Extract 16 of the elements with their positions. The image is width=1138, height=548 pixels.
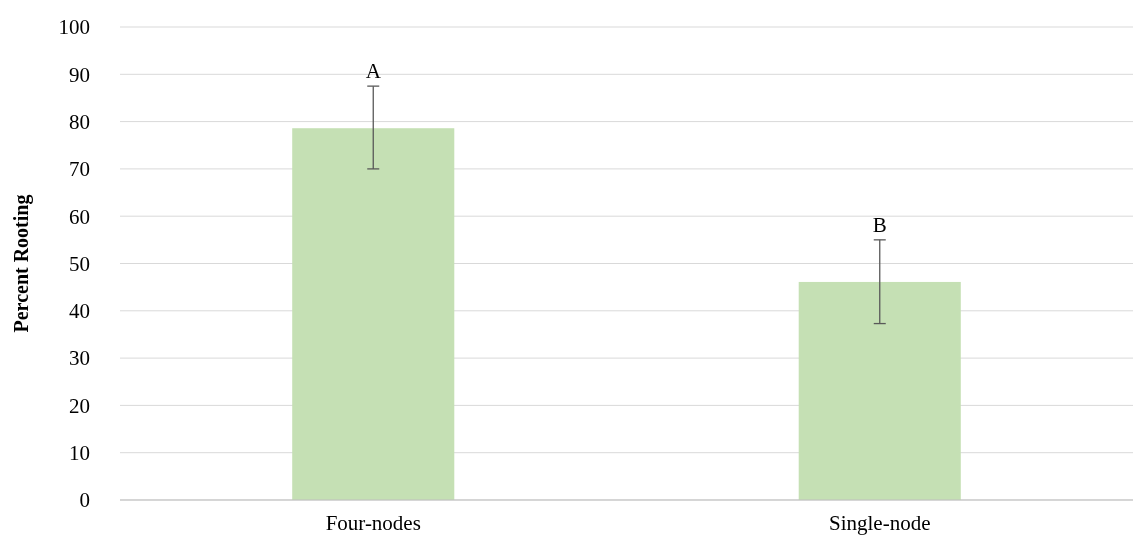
y-tick-label: 0 — [79, 488, 90, 513]
y-tick-label: 80 — [69, 109, 90, 134]
y-tick-label: 60 — [69, 204, 90, 229]
y-axis-title: Percent Rooting — [10, 194, 33, 333]
annotation: A — [365, 59, 382, 84]
y-tick-label: 30 — [69, 346, 90, 371]
x-tick-label: Four-nodes — [325, 511, 421, 535]
x-tick-label: Single-node — [829, 511, 931, 535]
y-tick-label: 90 — [69, 62, 90, 87]
y-tick-label: 100 — [58, 15, 90, 40]
y-tick-label: 50 — [69, 251, 90, 276]
y-tick-label: 40 — [69, 299, 90, 324]
annotation: B — [872, 212, 887, 237]
y-tick-label: 10 — [69, 441, 90, 466]
y-tick-label: 70 — [69, 157, 90, 182]
y-tick-label: 20 — [69, 393, 90, 418]
